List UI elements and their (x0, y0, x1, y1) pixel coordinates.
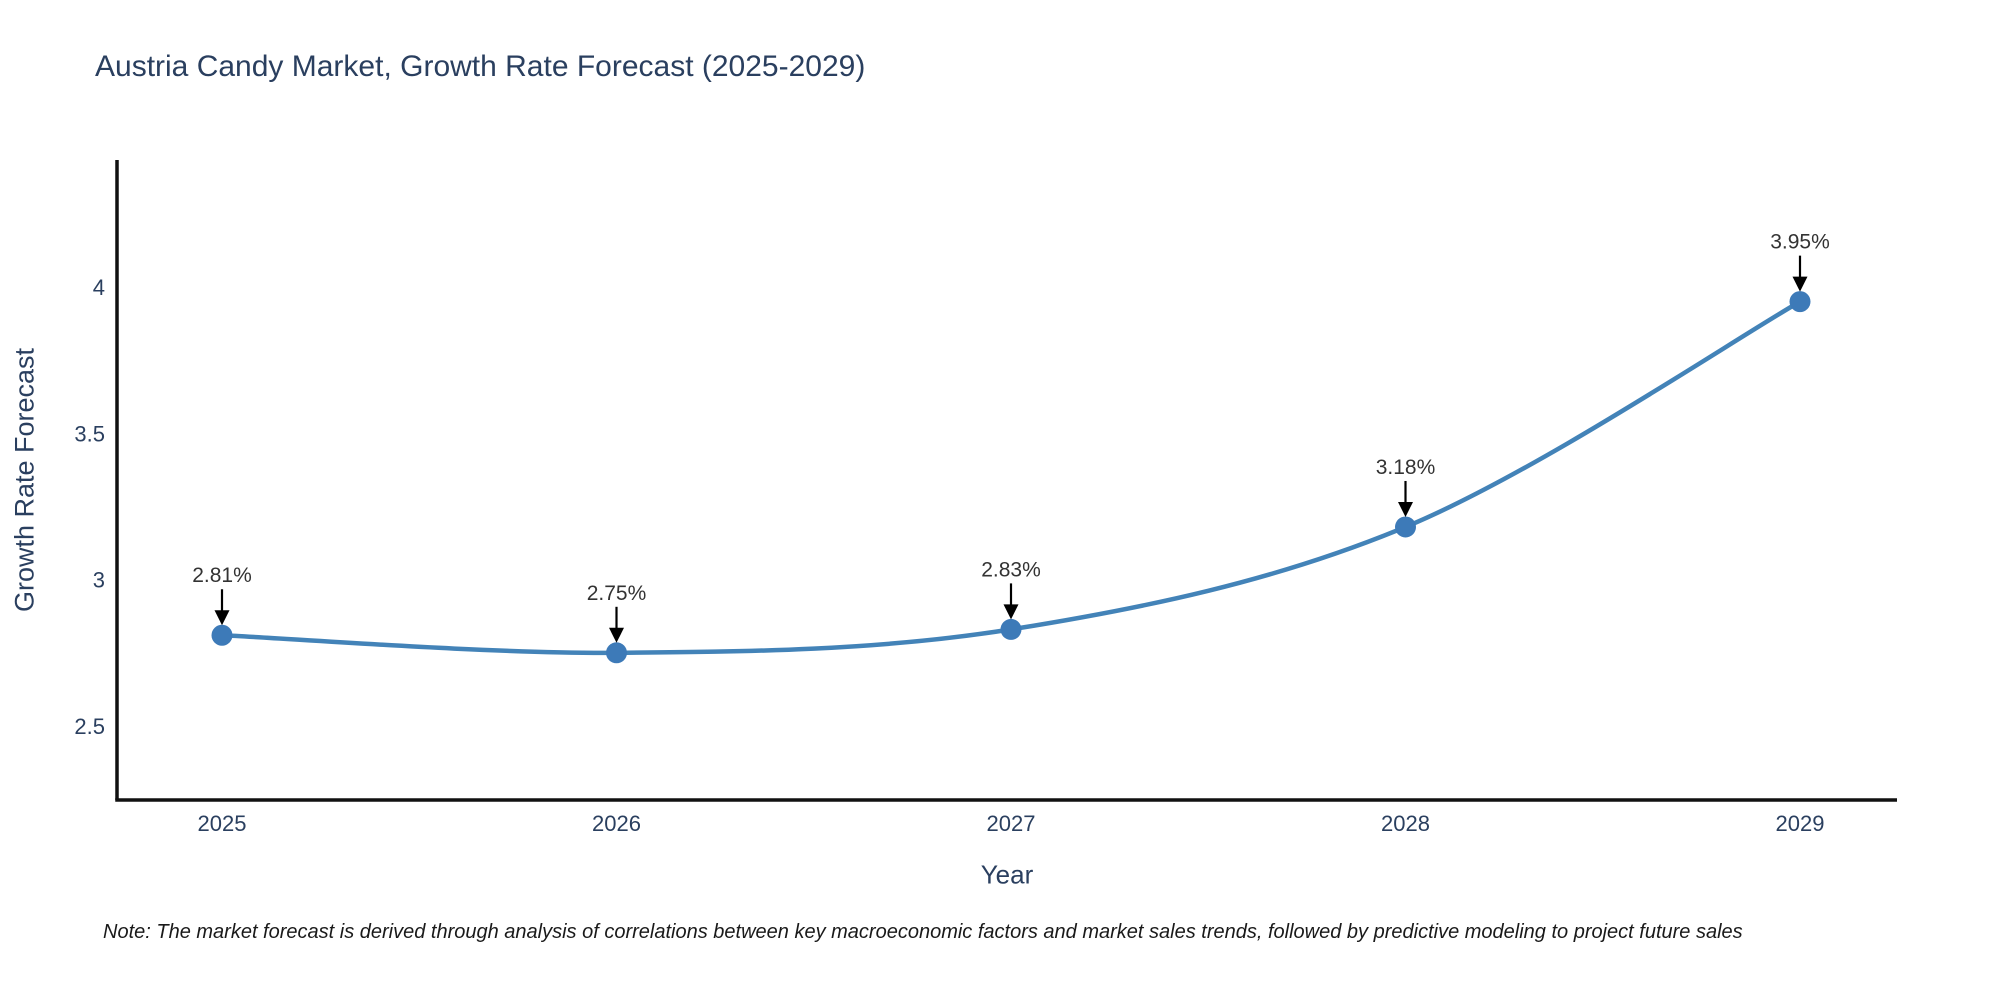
data-point-2026 (606, 642, 627, 664)
footnote: Note: The market forecast is derived thr… (103, 921, 1743, 943)
point-label-2027: 2.83% (981, 558, 1041, 581)
point-label-2026: 2.75% (587, 582, 647, 605)
x-tick-label: 2025 (198, 811, 247, 836)
y-tick-label: 3 (93, 568, 105, 593)
annotation-arrowhead (609, 627, 624, 643)
data-point-2029 (1789, 291, 1811, 313)
annotation-arrowhead (1398, 501, 1413, 517)
data-point-2025 (211, 624, 233, 646)
chart-title: Austria Candy Market, Growth Rate Foreca… (95, 50, 866, 83)
point-label-2028: 3.18% (1376, 456, 1436, 479)
annotation-arrowhead (214, 610, 230, 626)
data-point-2028 (1395, 516, 1416, 538)
annotation-arrowhead (1792, 276, 1808, 292)
y-tick-label: 3.5 (74, 421, 105, 446)
x-tick-label: 2028 (1381, 811, 1430, 836)
x-tick-label: 2029 (1776, 811, 1825, 836)
x-tick-label: 2026 (592, 811, 641, 836)
x-axis-title: Year (980, 859, 1034, 890)
y-tick-label: 4 (93, 275, 105, 300)
x-tick-label: 2027 (987, 811, 1036, 836)
data-point-2027 (1000, 618, 1022, 640)
point-label-2029: 3.95% (1770, 231, 1830, 254)
y-tick-label: 2.5 (74, 714, 105, 739)
point-label-2025: 2.81% (192, 564, 252, 587)
annotation-arrowhead (1003, 604, 1019, 620)
